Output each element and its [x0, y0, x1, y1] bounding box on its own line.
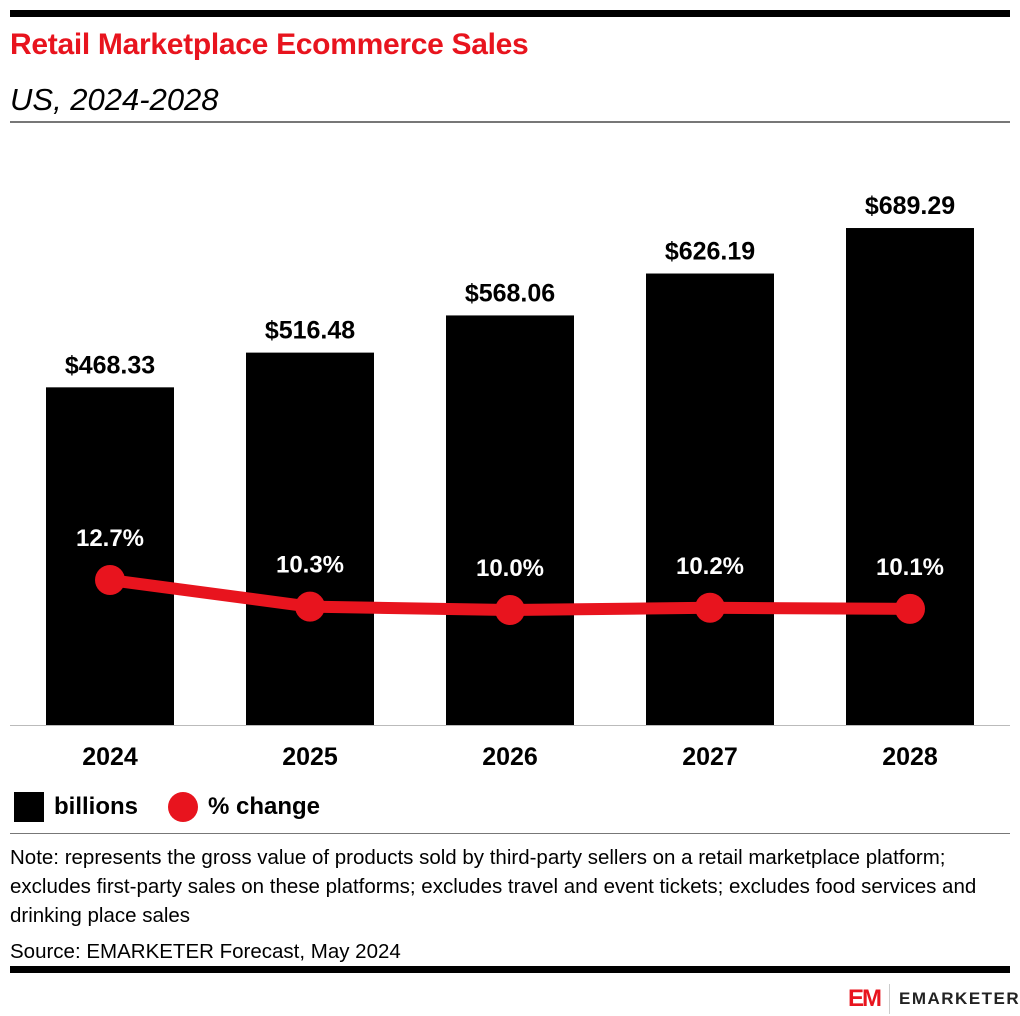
source: Source: EMARKETER Forecast, May 2024 — [10, 940, 401, 963]
chart-subtitle: US, 2024-2028 — [10, 82, 219, 117]
logo-mark: EM — [848, 985, 882, 1012]
bar-value-label: $568.06 — [465, 279, 555, 307]
emarketer-logo: EM EMARKETER — [848, 984, 1020, 1014]
pct-change-point — [895, 593, 925, 624]
chart-title: Retail Marketplace Ecommerce Sales — [10, 28, 529, 61]
legend-bar-label: billions — [54, 793, 138, 820]
x-tick-label: 2027 — [682, 743, 738, 771]
legend-line-swatch — [168, 792, 198, 822]
bar-2028 — [846, 228, 974, 725]
legend: billions % change — [14, 792, 320, 822]
plot-area: $468.33 2024 $516.48 2025 $568.06 2026 $626.19… — [10, 192, 1010, 771]
pct-change-label: 10.0% — [476, 555, 544, 582]
pct-change-point — [95, 565, 125, 596]
logo-separator — [889, 984, 890, 1014]
x-tick-label: 2024 — [82, 743, 138, 771]
pct-change-point — [695, 592, 725, 623]
legend-divider — [10, 833, 1010, 834]
bar-value-label: $626.19 — [665, 238, 755, 266]
pct-change-label: 10.2% — [676, 553, 744, 580]
legend-line-label: % change — [208, 793, 321, 820]
bar-2026 — [446, 315, 574, 725]
pct-change-point — [295, 591, 325, 622]
header-divider — [10, 121, 1010, 123]
pct-change-point — [495, 595, 525, 625]
bar-value-label: $516.48 — [265, 317, 355, 345]
pct-change-label: 10.1% — [876, 554, 944, 581]
top-bar — [10, 10, 1010, 17]
x-tick-label: 2028 — [882, 743, 938, 771]
x-tick-label: 2025 — [282, 743, 338, 771]
logo-text: EMARKETER — [899, 989, 1020, 1008]
bottom-bar — [10, 966, 1010, 973]
bar-value-label: $689.29 — [865, 192, 955, 220]
bar-value-label: $468.33 — [65, 351, 155, 379]
bar-2025 — [246, 352, 374, 725]
pct-change-label: 10.3% — [276, 552, 344, 579]
legend-bar-swatch — [14, 792, 44, 822]
footnote: Note: represents the gross value of prod… — [10, 846, 977, 927]
x-tick-label: 2026 — [482, 743, 538, 771]
bar-2024 — [46, 387, 174, 725]
bar-2027 — [646, 273, 774, 725]
pct-change-label: 12.7% — [76, 525, 144, 552]
